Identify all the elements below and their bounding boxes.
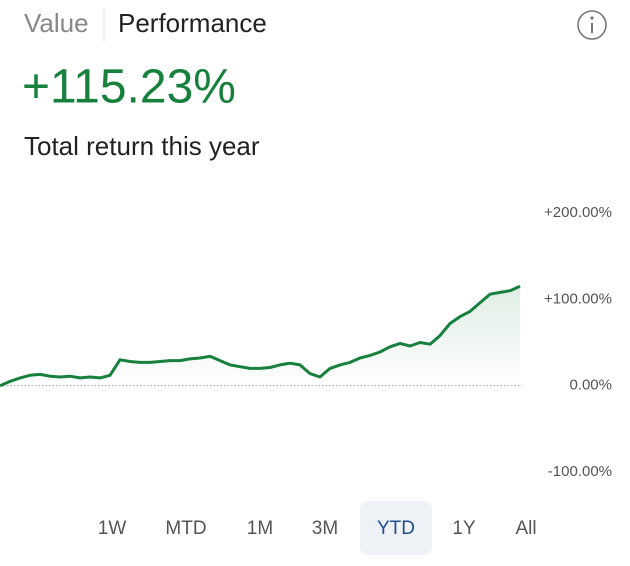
y-tick-label: +200.00% [544,204,612,221]
y-tick-label: 0.00% [569,377,612,394]
info-button[interactable] [577,10,607,40]
range-button[interactable]: 1W [98,518,127,539]
area [0,286,520,386]
y-tick-label: -100.00% [548,463,612,480]
range-button[interactable]: 3M [312,518,338,539]
chart: +200.00% +100.00% 0.00% -100.00% [0,204,612,480]
line [0,284,521,388]
range-button[interactable]: MTD [165,518,206,539]
y-tick-label: +100.00% [544,290,612,307]
range-button[interactable]: 1M [247,518,273,539]
range-button[interactable]: All [515,518,536,539]
subtitle: Total return this year [24,131,260,161]
tab[interactable]: Performance [118,8,267,38]
range-button[interactable]: YTD [377,518,415,539]
tab[interactable]: Value [24,8,89,38]
range-selector: 1W MTD 1M 3M YTD 1Y All [98,501,537,555]
headline: +115.23% [22,61,236,114]
selected-range-bg [360,501,432,555]
range-button[interactable]: 1Y [452,518,476,539]
